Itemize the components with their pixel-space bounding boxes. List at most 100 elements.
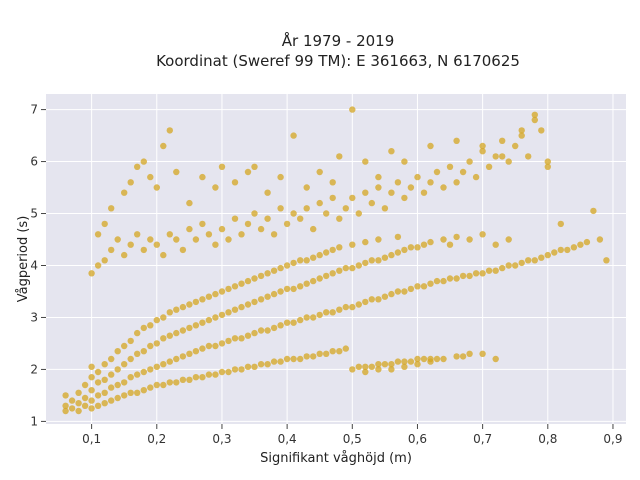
data-point [297,316,304,324]
data-point [62,392,69,399]
data-point [492,153,499,160]
data-point [270,290,278,298]
data-point [173,329,180,337]
data-point [414,173,421,181]
data-point [192,348,200,355]
x-tick-label: 0,2 [147,432,166,446]
data-point [499,153,506,160]
data-point [244,168,252,176]
data-point [290,132,297,139]
data-point [283,319,291,326]
data-point [459,168,467,176]
data-point [264,293,271,300]
data-point [453,233,460,241]
data-point [199,173,206,181]
data-point [244,220,252,228]
data-point [166,231,173,238]
data-point [479,270,486,277]
data-point [290,285,297,293]
y-tick-label: 7 [30,103,38,117]
data-point [75,407,82,415]
data-point [251,298,258,306]
data-point [205,231,213,238]
data-point [316,311,323,319]
data-point [94,231,102,238]
data-point [329,246,336,254]
data-point [166,332,173,339]
data-point [173,379,180,386]
data-point [127,374,134,381]
data-point [192,236,200,243]
data-point [368,257,375,264]
data-point [388,148,395,155]
data-point [283,285,291,293]
data-point [251,329,258,337]
data-point [231,306,239,313]
data-point [499,137,506,144]
data-point [342,345,349,352]
data-point [342,303,349,311]
data-point [551,249,558,256]
data-point [603,257,610,264]
y-tick-label: 5 [30,207,38,221]
data-point [349,241,356,248]
data-point [401,246,408,254]
data-point [186,376,193,383]
data-point [108,384,115,391]
data-point [166,358,173,365]
data-point [427,179,434,186]
data-point [127,355,134,363]
data-point [329,194,336,202]
data-point [362,298,369,306]
data-point [466,236,473,243]
data-point [114,236,121,243]
data-point [212,184,219,191]
data-point [583,238,591,246]
x-axis-title: Signifikant våghöjd (m) [260,451,412,466]
data-point [238,231,245,238]
data-point [153,241,160,248]
data-point [179,376,187,383]
y-tick-label: 6 [30,155,38,169]
data-point [316,168,323,176]
data-point [407,358,415,365]
data-point [127,389,134,396]
data-point [303,257,310,264]
data-point [270,231,278,238]
data-point [205,371,213,378]
data-point [199,345,206,352]
data-point [147,366,154,373]
data-point [492,267,499,274]
data-point [499,264,506,272]
data-point [127,337,134,345]
data-point [186,199,193,207]
data-point [166,309,173,316]
data-point [381,205,389,212]
data-point [134,371,141,378]
data-point [101,257,108,264]
data-point [401,288,408,295]
y-axis-title: Vågperiod (s) [16,216,31,303]
data-point [205,342,213,350]
data-point [388,361,395,368]
data-point [303,205,310,212]
data-point [303,280,310,287]
data-point [362,368,369,376]
data-point [101,361,108,368]
data-point [88,387,95,394]
data-point [173,306,180,313]
data-point [394,179,402,186]
data-point [336,153,343,160]
data-point [453,275,460,282]
data-point [362,158,369,165]
data-point [121,392,128,399]
data-point [290,259,297,267]
data-point [401,194,408,202]
data-point [186,225,193,233]
data-point [303,184,310,191]
data-point [336,244,343,251]
data-point [277,264,284,272]
data-point [375,236,382,243]
data-point [557,220,564,228]
data-point [218,225,226,233]
